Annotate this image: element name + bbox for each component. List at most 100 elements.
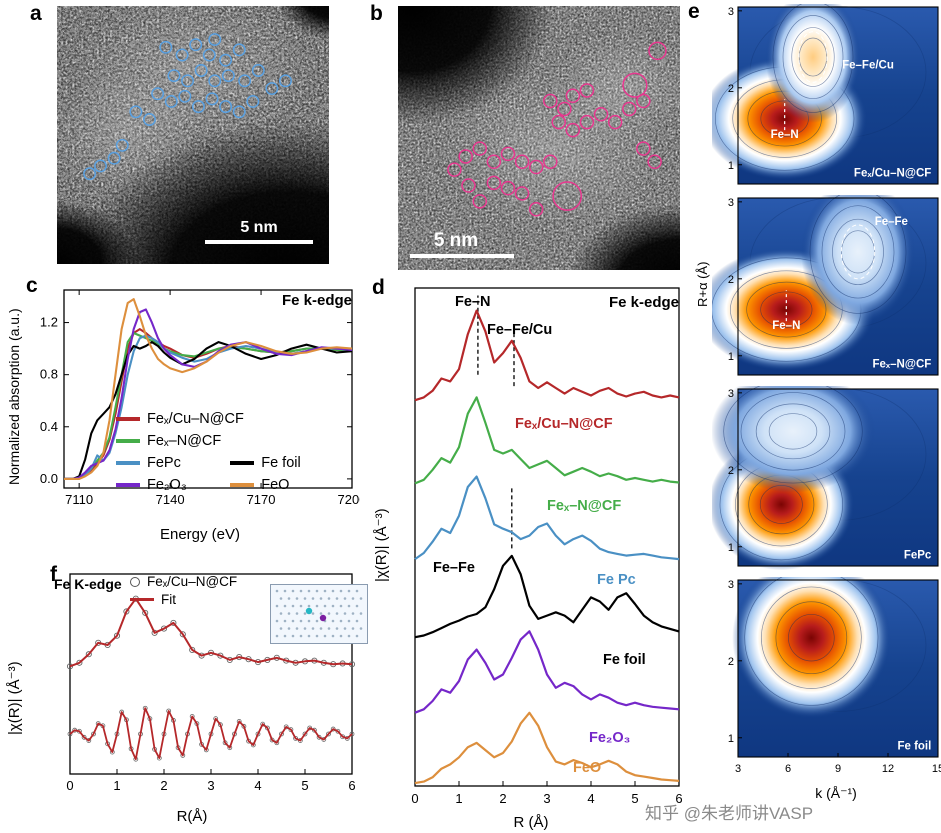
legend-item: Fit <box>130 592 237 607</box>
atom-circle <box>219 100 233 114</box>
atom-circle <box>279 74 292 88</box>
stem-a-canvas: 5 nm <box>0 0 506 432</box>
atom-circle <box>265 82 279 96</box>
svg-text:2: 2 <box>728 656 734 668</box>
legend-label: Fe foil <box>261 455 301 471</box>
atom-circle <box>472 194 488 209</box>
svg-text:3: 3 <box>735 763 741 775</box>
atom-circle <box>514 186 530 201</box>
fit-chart-panel: |χ(R)| (Å⁻³) 0 1 2 3 4 5 6 Fe K-edge Feₓ/Cu–N@… <box>6 568 368 833</box>
atom-circle <box>159 40 173 54</box>
legend-swatch <box>230 461 255 465</box>
annotation-fe-fe-cu: Fe–Fe/Cu <box>487 322 553 338</box>
atom-circle <box>94 159 107 173</box>
annotation-fe-n: Fe–N <box>455 294 491 310</box>
atom-circle <box>543 93 558 109</box>
legend-swatch <box>116 417 140 421</box>
legend-label: Feₓ/Cu–N@CF <box>147 574 238 589</box>
atom-circle <box>579 83 595 98</box>
e-x-axis-label: k (Å⁻¹) <box>815 785 857 801</box>
atom-circle <box>622 101 637 117</box>
atom-circle <box>528 159 544 175</box>
series-label-fepc: Fe Pc <box>597 572 636 588</box>
svg-text:2: 2 <box>728 465 734 477</box>
legend-item: Fe foil <box>230 455 344 471</box>
svg-text:9: 9 <box>835 763 841 775</box>
atom-circle <box>551 114 566 130</box>
atom-circle <box>129 105 143 119</box>
svg-text:6: 6 <box>785 763 791 775</box>
svg-text:5 nm: 5 nm <box>240 219 277 236</box>
legend-label: Feₓ–N@CF <box>147 433 222 449</box>
svg-text:1.2: 1.2 <box>40 315 58 330</box>
series-label-fex-n-cf: Feₓ–N@CF <box>547 498 622 514</box>
svg-text:1: 1 <box>728 160 734 172</box>
atom-circle <box>486 154 502 169</box>
svg-text:1: 1 <box>113 778 120 793</box>
exafs-chart-panel: |χ(R)| (Å⁻³) 0 1 2 3 4 5 6 Fe–N Fe–Fe/Cu Fe k-… <box>373 282 687 833</box>
wavelet-plot-fex-cu-n-cf: Fe–Fe/Cu Fe–N Feₓ/Cu–N@CF 1 2 3 <box>712 4 939 185</box>
wavelet-plot-fe-foil: Fe foil1233691215 <box>728 577 941 775</box>
atom-circle <box>607 114 623 130</box>
svg-text:7110: 7110 <box>65 492 93 507</box>
panel-d-label: d <box>372 276 385 299</box>
f-y-axis-label: |χ(R)| (Å⁻³) <box>6 661 23 735</box>
panel-f-label: f <box>50 563 57 586</box>
d-title: Fe k-edge <box>608 294 679 311</box>
panel-a-label: a <box>30 2 42 25</box>
svg-text:12: 12 <box>882 763 894 775</box>
svg-text:6: 6 <box>675 791 682 806</box>
legend-item: Fe₂O₃ <box>116 477 230 493</box>
svg-text:15: 15 <box>932 763 941 775</box>
d-x-axis-label: R (Å) <box>513 814 549 831</box>
series-label-fex-cu-n-cf: Feₓ/Cu–N@CF <box>515 416 613 432</box>
f-x-axis-label: R(Å) <box>176 808 208 825</box>
atom-circle <box>202 48 216 62</box>
legend-item: Feₓ–N@CF <box>116 433 354 449</box>
atom-circle <box>164 94 178 108</box>
legend-label: Fe₂O₃ <box>147 477 187 493</box>
svg-text:3: 3 <box>543 791 550 806</box>
series-label-fe-foil: Fe foil <box>603 652 646 668</box>
atom-circle <box>552 181 583 211</box>
svg-text:Fe–Fe/Cu: Fe–Fe/Cu <box>842 60 894 72</box>
svg-text:3: 3 <box>728 579 734 591</box>
svg-text:0.8: 0.8 <box>40 367 58 382</box>
svg-text:3: 3 <box>728 197 734 209</box>
atom-circle <box>565 88 581 103</box>
atom-circle <box>461 178 476 193</box>
atom-circle <box>181 74 195 88</box>
stem-b-canvas: 5 nm <box>271 0 793 363</box>
atom-circle <box>178 89 192 103</box>
atom-circle <box>486 175 502 191</box>
svg-text:1: 1 <box>455 791 462 806</box>
legend-label: Feₓ/Cu–N@CF <box>147 411 244 427</box>
svg-text:Feₓ–N@CF: Feₓ–N@CF <box>872 358 931 370</box>
svg-text:Fe–Fe: Fe–Fe <box>875 216 908 228</box>
atom-circle <box>472 141 488 156</box>
svg-text:0: 0 <box>66 778 73 793</box>
svg-text:0.0: 0.0 <box>40 471 58 486</box>
svg-text:7170: 7170 <box>247 492 276 507</box>
c-title: Fe k-edge <box>281 292 352 309</box>
atom-circle <box>636 93 651 109</box>
svg-text:1: 1 <box>728 542 734 554</box>
f-legend: Feₓ/Cu–N@CF Fit <box>130 574 237 610</box>
svg-text:3: 3 <box>728 6 734 18</box>
wavelet-panel: R+α (Å) Fe–Fe/Cu Fe–N Feₓ/Cu–N@CF 1 2 3 Fe–Fe… <box>695 4 941 833</box>
atom-circle <box>500 180 516 196</box>
atom-circle <box>167 69 181 83</box>
svg-text:3: 3 <box>207 778 214 793</box>
svg-text:1: 1 <box>728 733 734 745</box>
atom-circle <box>232 43 246 57</box>
xanes-chart-panel: Normalized absorption (a.u.) 7110 7140 717… <box>6 282 366 562</box>
legend-item: Feₓ/Cu–N@CF <box>116 411 354 427</box>
annotation-fe-fe: Fe–Fe <box>433 560 475 576</box>
series-label-fe2o3: Fe₂O₃ <box>589 730 631 746</box>
atom-circle <box>565 122 581 138</box>
atom-circle <box>115 138 129 152</box>
svg-text:5: 5 <box>301 778 308 793</box>
atom-circle <box>238 74 252 88</box>
